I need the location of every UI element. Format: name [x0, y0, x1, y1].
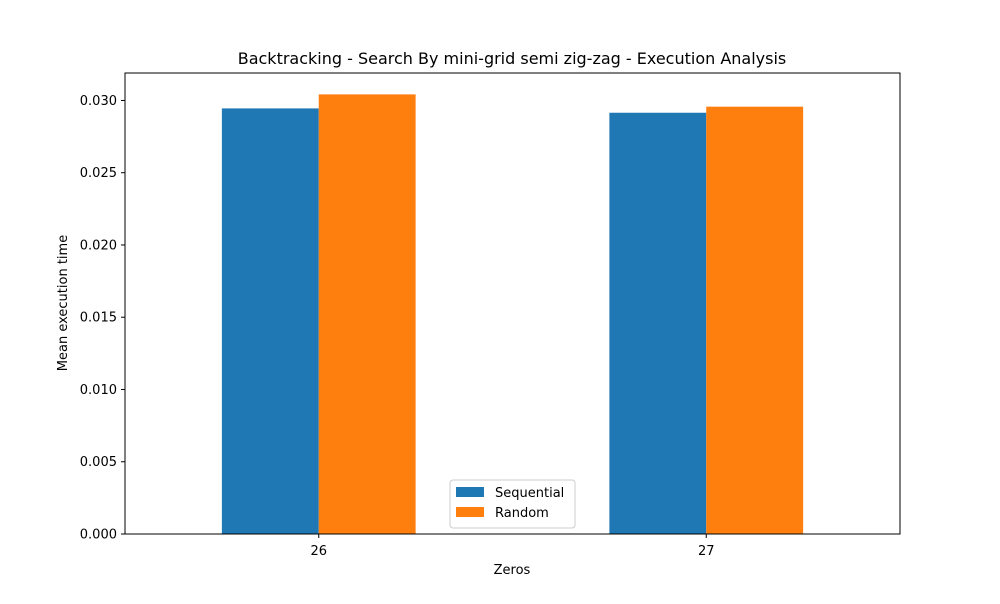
y-axis-label: Mean execution time	[56, 235, 71, 371]
bar-random-26	[318, 94, 416, 534]
y-axis: 0.000 0.005 0.010 0.015 0.020 0.025 0.030	[80, 94, 125, 543]
legend: Sequential Random	[449, 479, 576, 529]
x-tick-label: 27	[698, 544, 715, 559]
plot-frame	[124, 72, 901, 535]
legend-label-sequential: Sequential	[495, 486, 564, 501]
x-axis-label: Zeros	[494, 563, 531, 578]
x-tick-label: 26	[310, 544, 327, 559]
x-axis: 26 27	[310, 534, 715, 559]
chart-title: Backtracking - Search By mini-grid semi …	[238, 49, 787, 68]
bar-random-27	[706, 106, 804, 534]
bar-sequential-26	[221, 108, 319, 535]
y-tick-label: 0.030	[80, 94, 117, 109]
y-tick-label: 0.010	[80, 383, 117, 398]
bar-sequential-27	[609, 112, 707, 534]
legend-swatch-random	[456, 507, 484, 517]
y-tick-label: 0.015	[80, 311, 117, 326]
y-tick-label: 0.000	[80, 528, 117, 543]
y-tick-label: 0.020	[80, 238, 117, 253]
legend-label-random: Random	[495, 506, 549, 521]
y-tick-label: 0.025	[80, 166, 117, 181]
y-tick-label: 0.005	[80, 455, 117, 470]
legend-swatch-sequential	[456, 487, 484, 497]
legend-items: Sequential Random	[456, 486, 564, 521]
bars-layer	[221, 94, 804, 535]
